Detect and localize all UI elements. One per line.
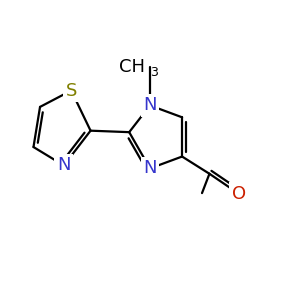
Text: 3: 3 [151, 66, 158, 79]
Text: N: N [143, 159, 157, 177]
Text: N: N [143, 96, 157, 114]
Text: S: S [65, 82, 77, 100]
Text: CH: CH [118, 58, 145, 76]
Text: N: N [57, 157, 70, 175]
Text: O: O [232, 185, 246, 203]
